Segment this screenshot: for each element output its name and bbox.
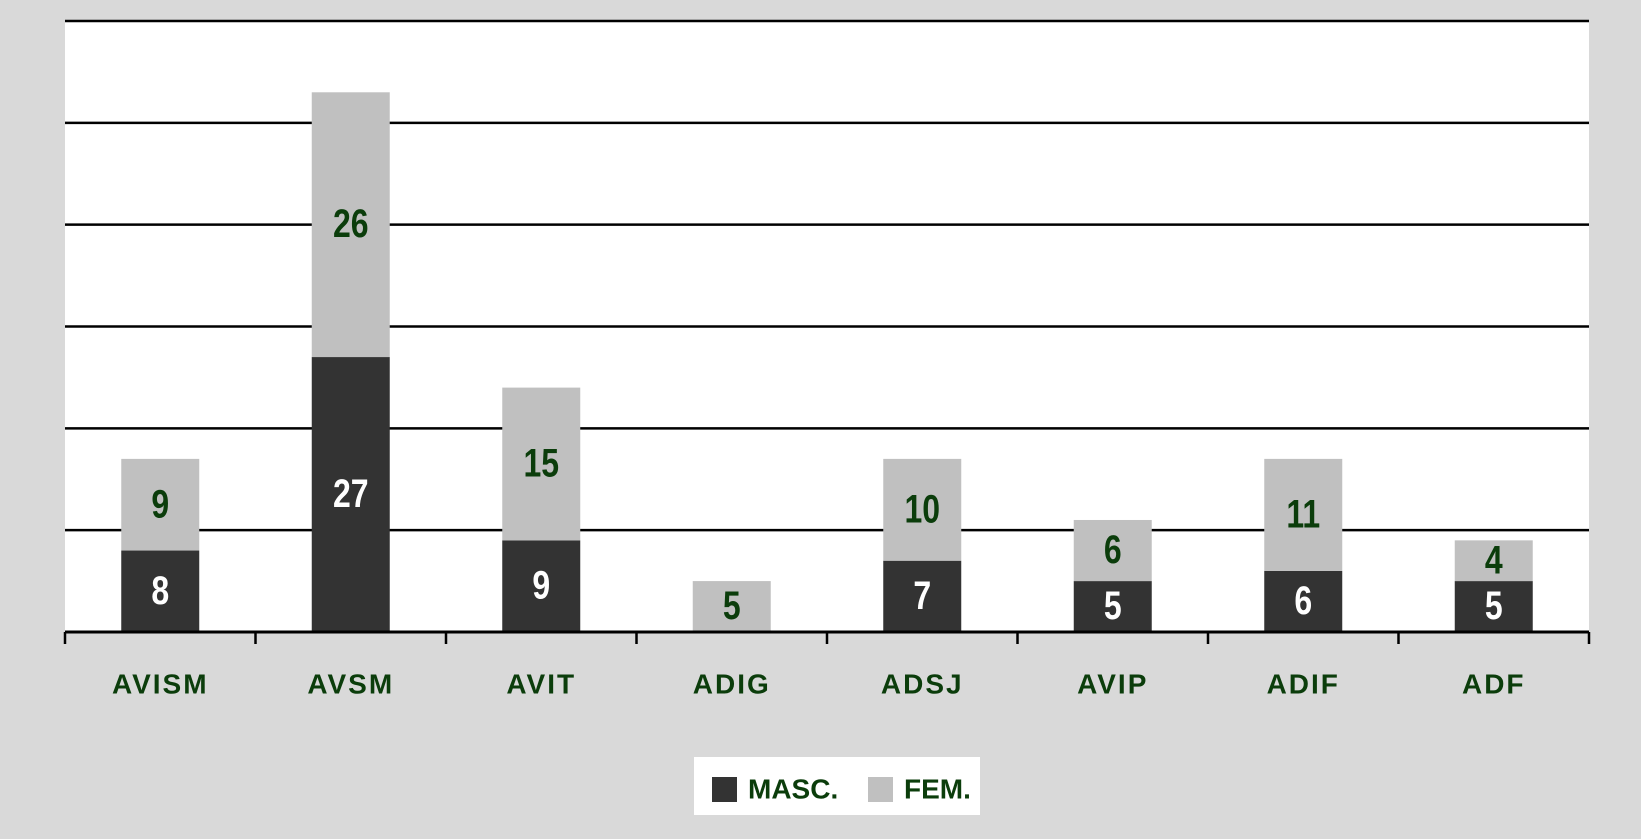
data-label: 26 bbox=[333, 201, 369, 246]
data-label: 27 bbox=[333, 471, 369, 516]
legend-swatch bbox=[868, 777, 893, 802]
x-tick-label: ADF bbox=[1462, 668, 1526, 699]
bar-segment bbox=[1264, 570, 1343, 632]
data-label: 10 bbox=[904, 486, 940, 531]
legend-label: MASC. bbox=[748, 773, 838, 804]
x-tick-label: AVIT bbox=[506, 668, 576, 699]
legend-label: FEM. bbox=[904, 773, 971, 804]
bar-segment bbox=[883, 560, 962, 632]
data-label: 15 bbox=[523, 440, 559, 485]
data-label: 4 bbox=[1485, 537, 1503, 582]
bar-segment bbox=[1073, 519, 1152, 582]
bar-segment bbox=[121, 550, 200, 632]
bar-segment bbox=[311, 92, 390, 358]
bar-segment bbox=[883, 458, 962, 561]
x-tick-label: ADIF bbox=[1267, 668, 1340, 699]
bar-segment bbox=[502, 387, 581, 541]
data-label: 6 bbox=[1104, 527, 1122, 572]
data-label: 9 bbox=[151, 481, 169, 526]
data-label: 11 bbox=[1286, 491, 1320, 536]
bar-segment bbox=[692, 581, 771, 632]
x-tick-label: AVIP bbox=[1077, 668, 1148, 699]
bar-segment bbox=[121, 458, 200, 551]
legend-box bbox=[694, 757, 980, 815]
bar-segment bbox=[502, 540, 581, 632]
x-tick-label: ADIG bbox=[693, 668, 771, 699]
x-tick-label: AVISM bbox=[112, 668, 209, 699]
data-label: 7 bbox=[913, 572, 931, 617]
bar-segment bbox=[1454, 540, 1533, 582]
data-label: 5 bbox=[723, 583, 741, 628]
x-tick-label: ADSJ bbox=[881, 668, 964, 699]
bar-segment bbox=[311, 357, 390, 632]
legend-swatch bbox=[712, 777, 737, 802]
bar-segment bbox=[1454, 581, 1533, 632]
bar-segment bbox=[1264, 458, 1343, 571]
x-tick-label: AVSM bbox=[307, 668, 394, 699]
data-label: 8 bbox=[151, 567, 169, 612]
data-label: 5 bbox=[1485, 583, 1503, 628]
data-label: 6 bbox=[1294, 578, 1312, 623]
bar-segment bbox=[1073, 581, 1152, 632]
data-label: 5 bbox=[1104, 583, 1122, 628]
data-label: 9 bbox=[532, 562, 550, 607]
